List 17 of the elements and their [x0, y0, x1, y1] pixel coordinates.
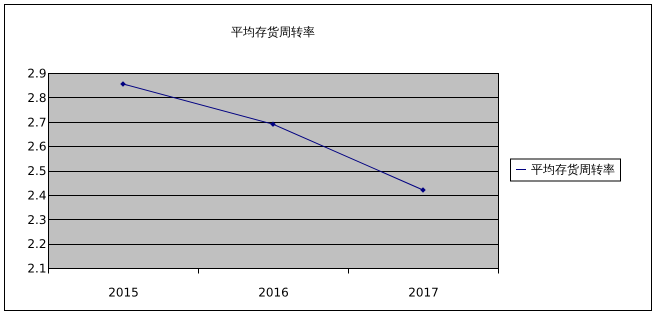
- y-tick-label: 2.2: [27, 237, 46, 252]
- x-tick-label: 2015: [108, 286, 139, 300]
- y-tick-label: 2.7: [27, 115, 46, 130]
- y-tick-label: 2.5: [27, 164, 46, 178]
- x-tick-label: 2017: [408, 286, 439, 300]
- y-tick-label: 2.6: [27, 140, 46, 154]
- y-tick-label: 2.8: [27, 90, 46, 105]
- y-tick-label: 2.3: [27, 212, 46, 227]
- legend-label: 平均存货周转率: [531, 162, 615, 176]
- y-tick-label: 2.9: [27, 66, 46, 80]
- y-tick-label: 2.1: [27, 262, 46, 276]
- point: [270, 121, 276, 127]
- chart-title: 平均存货周转率: [231, 25, 315, 39]
- y-tick-label: 2.4: [27, 188, 46, 202]
- point: [120, 81, 126, 87]
- x-tick-label: 2016: [258, 286, 289, 300]
- point: [420, 187, 426, 193]
